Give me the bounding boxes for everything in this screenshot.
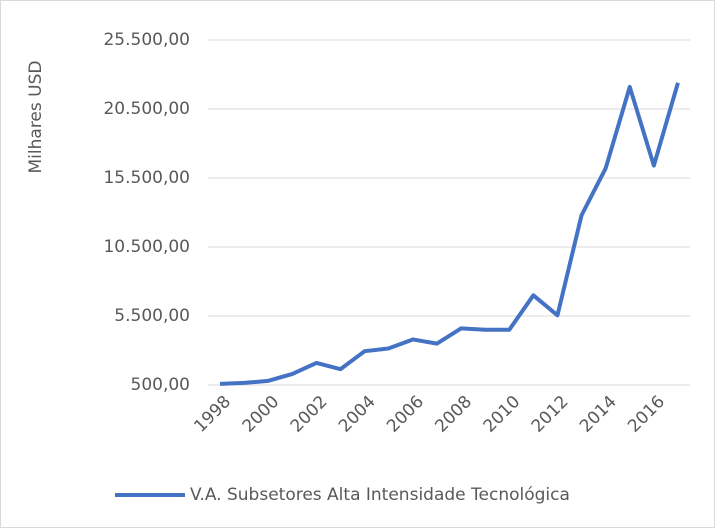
y-tick-label: 15.500,00 — [103, 168, 190, 188]
y-tick-label: 10.500,00 — [103, 237, 190, 257]
y-tick-label: 500,00 — [131, 375, 190, 395]
y-tick-label: 25.500,00 — [103, 30, 190, 50]
y-tick-label: 20.500,00 — [103, 99, 190, 119]
y-axis-label: Milhares USD — [26, 61, 46, 174]
y-tick-label: 5.500,00 — [114, 306, 190, 326]
legend-label: V.A. Subsetores Alta Intensidade Tecnoló… — [190, 485, 570, 505]
data-line — [219, 82, 680, 386]
